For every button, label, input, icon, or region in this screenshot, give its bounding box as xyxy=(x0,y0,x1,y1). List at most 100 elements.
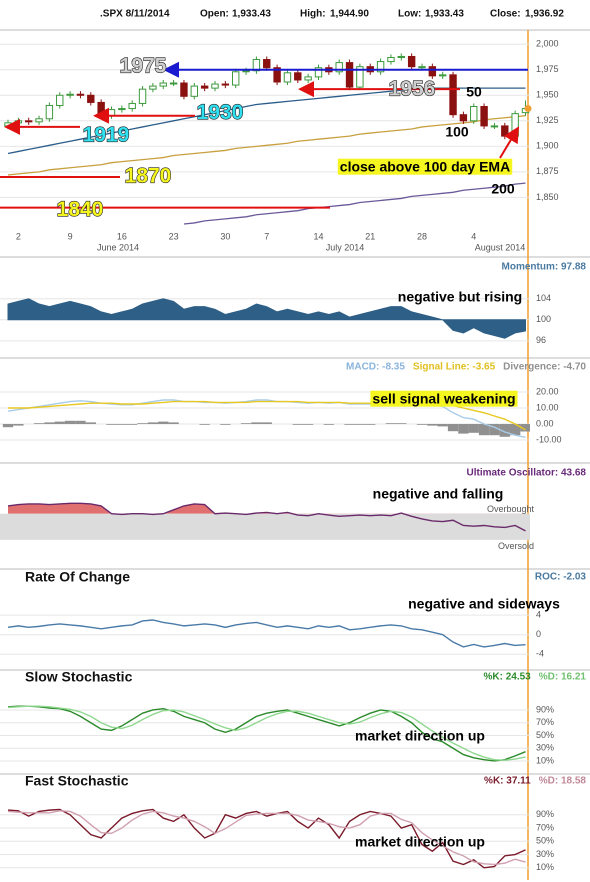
indicator-line xyxy=(7,619,526,648)
level-label: 1840 xyxy=(57,198,104,221)
y-tick-label: 1,875 xyxy=(536,166,559,176)
annotation: close above 100 day EMA xyxy=(340,159,510,175)
moving-average xyxy=(7,115,526,176)
x-tick-label: 7 xyxy=(264,231,269,241)
divergence-bar xyxy=(427,424,438,426)
divergence-bar xyxy=(478,424,490,436)
panel xyxy=(0,391,530,441)
divergence-bar xyxy=(499,424,510,437)
header-text: Low: xyxy=(398,9,421,20)
candle-body xyxy=(66,93,74,96)
candle-body xyxy=(252,59,261,72)
header-text: 1,933.43 xyxy=(425,9,464,20)
annotation: market direction up xyxy=(355,834,485,850)
panel-title: Rate Of Change xyxy=(25,569,130,585)
month-label: August 2014 xyxy=(475,242,526,252)
annotation: negative and falling xyxy=(373,486,504,502)
divergence-bar xyxy=(520,424,530,432)
candle-body xyxy=(470,106,478,122)
indicator-line xyxy=(7,705,526,762)
divergence-bar xyxy=(261,422,272,424)
candle-body xyxy=(387,56,395,63)
candle-body xyxy=(159,82,167,87)
divergence-bar xyxy=(509,424,521,436)
candle-body xyxy=(418,66,426,69)
candle-body xyxy=(149,85,157,90)
level-label: 1975 xyxy=(120,54,167,77)
candle-body xyxy=(118,108,126,111)
annotation-highlight xyxy=(337,158,513,175)
panel-header: ROC: -2.03 xyxy=(535,572,587,583)
y-tick-label: 1,925 xyxy=(536,115,559,125)
divergence-bar xyxy=(437,424,448,427)
header-text: Open: xyxy=(200,9,229,20)
divergence-bar xyxy=(240,423,252,424)
candle-body xyxy=(45,104,54,120)
y-tick-label: 30% xyxy=(536,743,554,753)
panel-title: Slow Stochastic xyxy=(25,669,133,685)
y-tick-label: 1,850 xyxy=(536,192,559,202)
panel xyxy=(0,502,530,540)
divergence-bar xyxy=(64,420,76,424)
candle-body xyxy=(294,72,302,81)
level-label: 1919 xyxy=(83,123,130,146)
y-tick-label: 20.00 xyxy=(536,386,559,396)
panel-header: %D: 18.58 xyxy=(539,776,587,787)
header-text: .SPX 8/11/2014 xyxy=(100,9,170,20)
y-tick-label: 90% xyxy=(536,809,554,819)
candle-body xyxy=(273,67,281,83)
panel-header: Momentum: 97.88 xyxy=(502,262,587,273)
divergence-bar xyxy=(292,424,303,425)
y-tick-label: 50% xyxy=(536,730,554,740)
y-tick-label: 70% xyxy=(536,822,554,832)
candle-body xyxy=(407,55,416,68)
divergence-bar xyxy=(199,424,210,425)
candle-body xyxy=(397,55,406,58)
x-tick-label: 2 xyxy=(16,231,21,241)
level-label: 1956 xyxy=(389,78,436,101)
candle-body xyxy=(449,74,457,116)
annotation: negative but rising xyxy=(398,289,522,305)
divergence-bar xyxy=(44,422,55,424)
candle-body xyxy=(345,62,354,88)
level-label: 1930 xyxy=(197,101,244,124)
candle-body xyxy=(263,59,271,69)
x-tick-label: 9 xyxy=(68,231,73,241)
ma-label: 100 xyxy=(445,124,469,140)
divergence-bar xyxy=(220,424,231,425)
candle-body xyxy=(304,76,312,81)
panel xyxy=(0,614,530,655)
divergence-bar xyxy=(2,424,14,428)
candle-body xyxy=(25,120,33,123)
y-tick-label: 4 xyxy=(536,609,541,619)
candle-body xyxy=(169,82,178,85)
header-text: Close: xyxy=(490,9,521,20)
y-tick-label: 100 xyxy=(536,314,551,324)
indicator-line xyxy=(7,502,526,532)
candle-body xyxy=(200,85,209,89)
divergence-bar xyxy=(147,422,159,424)
divergence-bar xyxy=(106,424,117,425)
panel-header: Signal Line: -3.65 xyxy=(413,362,496,373)
candle-body xyxy=(4,122,12,127)
divergence-bar xyxy=(251,422,262,424)
x-tick-label: 4 xyxy=(471,231,476,241)
divergence-bar xyxy=(447,424,459,432)
divergence-bar xyxy=(85,422,96,424)
y-tick-label: 10% xyxy=(536,862,554,872)
divergence-bar xyxy=(396,423,407,424)
candle-body xyxy=(128,102,136,110)
candle-body xyxy=(221,83,230,86)
panel-header: Ultimate Oscillator: 43.68 xyxy=(467,468,587,479)
candle-body xyxy=(356,66,364,88)
indicator-line xyxy=(7,810,526,866)
y-tick-label: -10.00 xyxy=(536,434,562,444)
y-tick-label: 1,900 xyxy=(536,141,559,151)
y-tick-label: 0.00 xyxy=(536,418,554,428)
candle-body xyxy=(138,88,147,104)
candle-body xyxy=(56,94,64,106)
oversold-label: Oversold xyxy=(498,541,534,551)
divergence-bar xyxy=(137,423,148,424)
